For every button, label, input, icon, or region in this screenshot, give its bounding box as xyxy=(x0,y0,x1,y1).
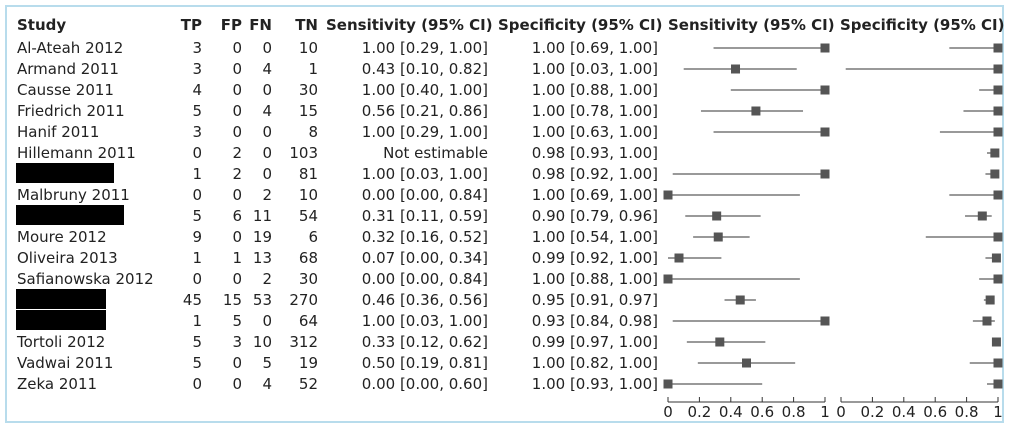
point-estimate xyxy=(664,380,673,389)
point-estimate xyxy=(821,44,830,53)
x-tick-label: 1 xyxy=(820,403,830,421)
point-estimate xyxy=(821,317,830,326)
x-tick-label: 0.4 xyxy=(719,403,743,421)
point-estimate xyxy=(986,296,995,305)
point-estimate xyxy=(994,107,1003,116)
x-tick-label: 0.6 xyxy=(923,403,947,421)
x-tick-label: 0.2 xyxy=(687,403,711,421)
point-estimate xyxy=(751,107,760,116)
x-tick-label: 0.8 xyxy=(782,403,806,421)
point-estimate xyxy=(994,380,1003,389)
point-estimate xyxy=(742,359,751,368)
point-estimate xyxy=(715,338,724,347)
point-estimate xyxy=(664,275,673,284)
point-estimate xyxy=(994,359,1003,368)
point-estimate xyxy=(674,254,683,263)
point-estimate xyxy=(990,149,999,158)
point-estimate xyxy=(992,338,1001,347)
point-estimate xyxy=(992,254,1001,263)
point-estimate xyxy=(821,128,830,137)
point-estimate xyxy=(736,296,745,305)
x-tick-label: 0.6 xyxy=(750,403,774,421)
x-tick-label: 0.4 xyxy=(892,403,916,421)
x-tick-label: 1 xyxy=(993,403,1003,421)
x-tick-label: 0.2 xyxy=(860,403,884,421)
point-estimate xyxy=(994,86,1003,95)
point-estimate xyxy=(994,65,1003,74)
point-estimate xyxy=(994,233,1003,242)
point-estimate xyxy=(994,275,1003,284)
x-tick-label: 0 xyxy=(663,403,673,421)
point-estimate xyxy=(664,191,673,200)
point-estimate xyxy=(994,128,1003,137)
point-estimate xyxy=(821,170,830,179)
point-estimate xyxy=(821,86,830,95)
point-estimate xyxy=(994,44,1003,53)
point-estimate xyxy=(712,212,721,221)
point-estimate xyxy=(983,317,992,326)
x-tick-label: 0.8 xyxy=(955,403,979,421)
point-estimate xyxy=(990,170,999,179)
point-estimate xyxy=(978,212,987,221)
x-tick-label: 0 xyxy=(836,403,846,421)
point-estimate xyxy=(731,65,740,74)
point-estimate xyxy=(994,191,1003,200)
point-estimate xyxy=(714,233,723,242)
